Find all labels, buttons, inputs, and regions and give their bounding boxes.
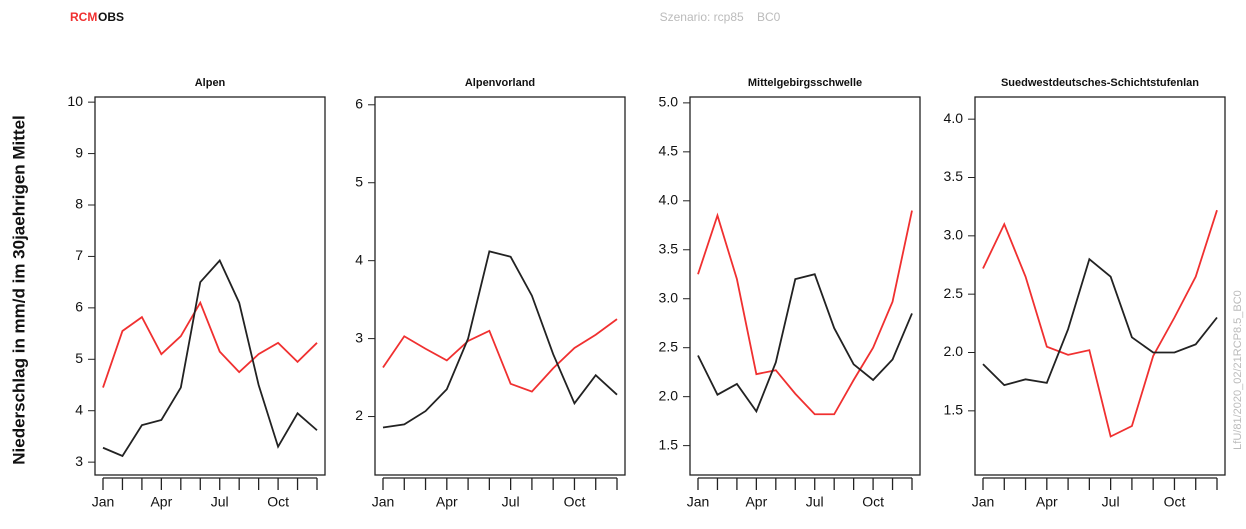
y-tick-label: 3 <box>355 329 363 345</box>
series-line <box>382 318 618 393</box>
x-tick-label: Apr <box>150 494 172 510</box>
plot-frame <box>974 96 1226 476</box>
x-tick-label: Jul <box>1102 494 1120 510</box>
x-tick-label: Apr <box>745 494 767 510</box>
y-tick-label: 5.0 <box>659 94 679 110</box>
y-tick-label: 6 <box>355 95 363 111</box>
x-tick-label: Jan <box>372 494 395 510</box>
y-tick-label: 3.5 <box>944 168 964 184</box>
y-tick-label: 6 <box>75 299 83 315</box>
series-line <box>382 250 618 429</box>
panel-title: Suedwestdeutsches-Schichtstufenlan <box>1001 77 1199 89</box>
panel-title: Mittelgebirgsschwelle <box>748 77 862 89</box>
legend-rcm: RCM <box>70 10 97 24</box>
y-tick-label: 2.0 <box>659 387 679 403</box>
y-tick-label: 2.0 <box>944 343 964 359</box>
y-tick-label: 4.0 <box>944 110 964 126</box>
series-line <box>102 300 318 388</box>
x-tick-label: Oct <box>1164 494 1186 510</box>
x-tick-label: Oct <box>564 494 586 510</box>
legend-obs: OBS <box>98 10 124 24</box>
x-tick-label: Apr <box>1036 494 1058 510</box>
y-tick-label: 4.5 <box>659 143 679 159</box>
x-tick-label: Apr <box>436 494 458 510</box>
series-line <box>102 258 318 458</box>
plot-frame <box>374 96 626 476</box>
y-tick-label: 8 <box>75 196 83 212</box>
y-tick-label: 3.5 <box>659 240 679 256</box>
x-tick-label: Jul <box>806 494 824 510</box>
y-tick-label: 1.5 <box>944 402 964 418</box>
y-tick-label: 1.5 <box>659 436 679 452</box>
y-tick-label: 5 <box>75 350 83 366</box>
x-tick-label: Jul <box>211 494 229 510</box>
x-tick-label: Jan <box>92 494 115 510</box>
y-tick-label: 2.5 <box>659 338 679 354</box>
series-line <box>697 273 913 414</box>
y-tick-label: 4 <box>355 251 363 267</box>
y-tick-label: 2.5 <box>944 285 964 301</box>
series-line <box>697 210 913 416</box>
side-note: LfU/81/2020_02/21RCP8.5_BC0 <box>1232 290 1244 450</box>
y-tick-label: 9 <box>75 144 83 160</box>
y-tick-label: 4 <box>75 401 83 417</box>
plot-frame <box>689 96 921 476</box>
panel-title: Alpenvorland <box>465 77 535 89</box>
y-tick-label: 3.0 <box>944 227 964 243</box>
y-tick-label: 10 <box>67 93 83 109</box>
y-tick-label: 5 <box>355 173 363 189</box>
x-tick-label: Oct <box>862 494 884 510</box>
y-tick-label: 3 <box>75 453 83 469</box>
panel-title: Alpen <box>195 77 226 89</box>
x-tick-label: Jan <box>687 494 710 510</box>
y-axis-label: Niederschlag in mm/d im 30jaehrigen Mitt… <box>9 115 28 465</box>
y-tick-label: 7 <box>75 247 83 263</box>
x-tick-label: Jan <box>972 494 995 510</box>
scenario: Szenario: rcp85 BC0 <box>660 10 781 24</box>
series-line <box>982 209 1218 438</box>
x-tick-label: Oct <box>267 494 289 510</box>
y-tick-label: 2 <box>355 407 363 423</box>
plot-frame <box>94 96 326 476</box>
x-tick-label: Jul <box>502 494 520 510</box>
y-tick-label: 4.0 <box>659 192 679 208</box>
series-line <box>982 257 1218 387</box>
y-tick-label: 3.0 <box>659 289 679 305</box>
